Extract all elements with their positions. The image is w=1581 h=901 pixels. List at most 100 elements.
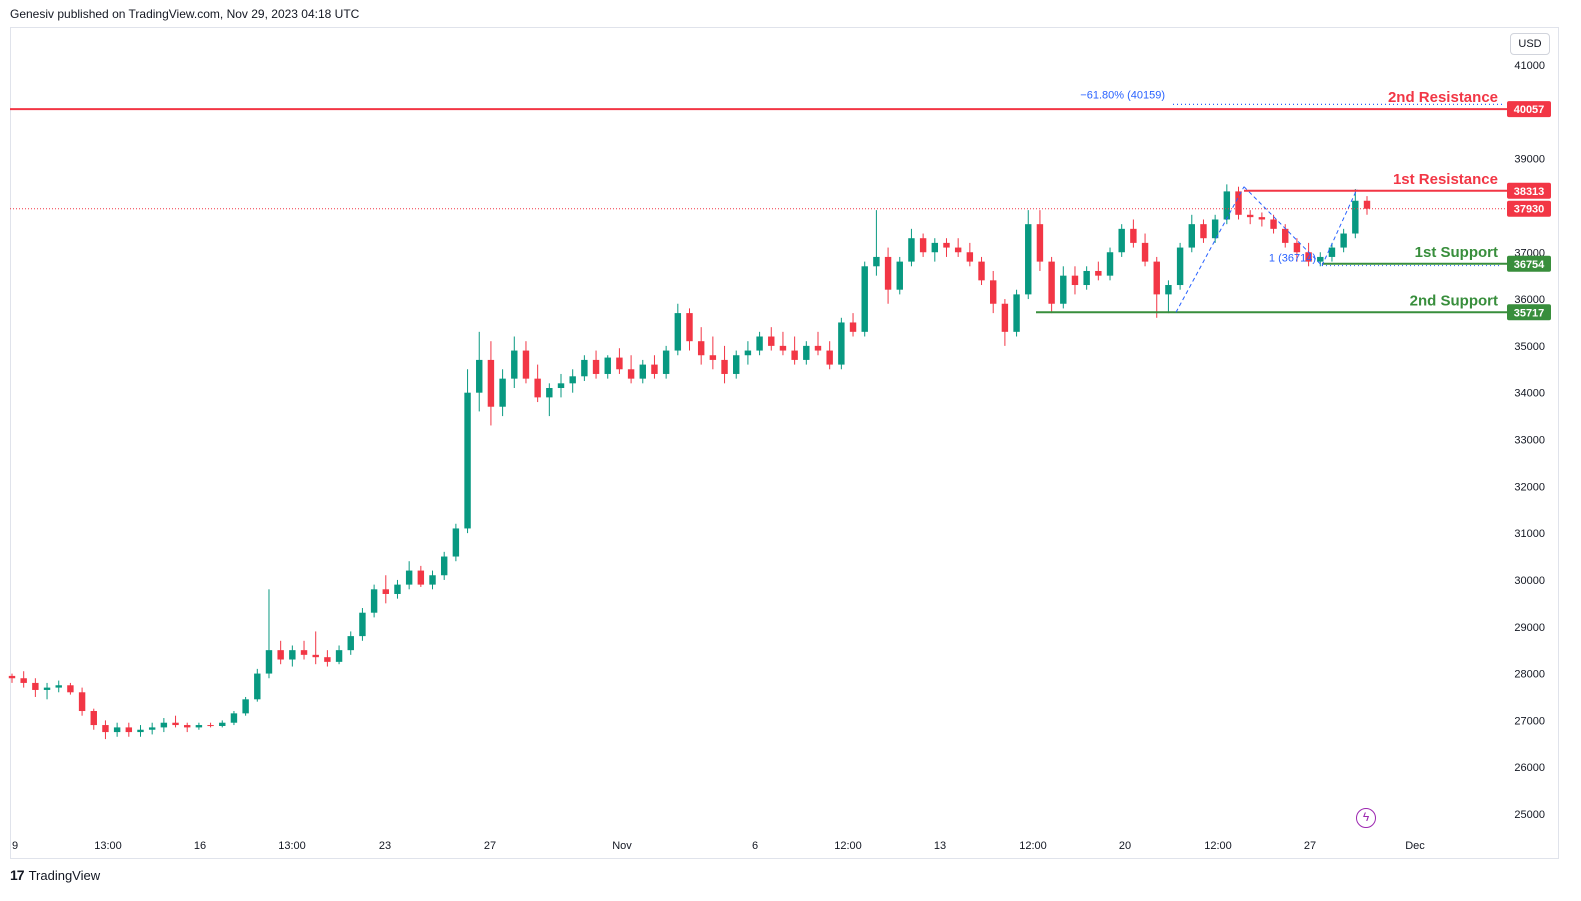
- candle-body: [160, 722, 168, 728]
- candle-body: [1258, 217, 1266, 220]
- y-tick-label: 35000: [1514, 341, 1545, 353]
- candle-body: [931, 242, 939, 253]
- x-tick-label: 9: [12, 840, 18, 852]
- level-label: 1st Support: [1415, 244, 1498, 261]
- candle-body: [978, 261, 985, 281]
- candle-body: [616, 357, 623, 370]
- candle-body: [499, 378, 506, 407]
- x-tick-label: 23: [379, 840, 391, 852]
- candle-body: [312, 654, 319, 658]
- x-tick-label: Dec: [1405, 840, 1425, 852]
- candle-body: [803, 345, 810, 360]
- candle-body: [452, 528, 460, 557]
- candle-body: [324, 657, 331, 662]
- currency-selector[interactable]: USD: [1510, 33, 1550, 55]
- price-tag-label: 38313: [1514, 186, 1545, 198]
- candle-body: [919, 238, 927, 253]
- y-tick-label: 39000: [1514, 154, 1545, 166]
- candle-body: [768, 336, 775, 346]
- brand-name: TradingView: [28, 867, 101, 883]
- candle-body: [300, 650, 308, 655]
- candle-body: [405, 570, 413, 585]
- candle-body: [1083, 270, 1090, 286]
- x-tick-label: 20: [1119, 840, 1131, 852]
- level-label: 2nd Resistance: [1388, 89, 1498, 106]
- candle-body: [207, 725, 214, 727]
- candle-body: [1013, 294, 1020, 332]
- candle-body: [662, 350, 670, 374]
- candle-body: [1293, 242, 1301, 253]
- candle-body: [394, 584, 401, 594]
- candle-body: [1176, 247, 1184, 286]
- x-tick-label: 13:00: [278, 840, 306, 852]
- candle-body: [1001, 303, 1009, 332]
- candle-body: [826, 350, 833, 365]
- candle-body: [32, 682, 39, 690]
- tradingview-logo-icon: 17: [10, 867, 25, 883]
- x-tick-label: 12:00: [1019, 840, 1047, 852]
- candle-body: [1095, 270, 1102, 276]
- candle-body: [1305, 252, 1312, 262]
- lightning-icon[interactable]: ϟ: [1356, 808, 1376, 828]
- candle-body: [1106, 252, 1114, 276]
- candle-body: [487, 359, 495, 407]
- y-tick-label: 31000: [1514, 528, 1545, 540]
- candle-body: [78, 692, 86, 712]
- candle-body: [43, 687, 51, 690]
- candle-body: [534, 378, 541, 398]
- candle-body: [896, 261, 903, 290]
- level-label: 1st Resistance: [1393, 171, 1498, 188]
- candle-body: [67, 685, 74, 693]
- y-tick-label: 29000: [1514, 622, 1545, 634]
- x-tick-label: 16: [194, 840, 206, 852]
- chart-frame: [10, 27, 1559, 859]
- candle-body: [954, 247, 962, 253]
- candle-body: [989, 280, 997, 304]
- candle-body: [1141, 242, 1149, 262]
- candle-body: [733, 355, 740, 374]
- fib-ext-label: −61.80% (40159): [1080, 89, 1165, 101]
- candle-body: [546, 388, 553, 398]
- candle-body: [1340, 233, 1347, 248]
- x-tick-label: Nov: [612, 840, 632, 852]
- candle-body: [849, 322, 857, 332]
- candle-body: [873, 256, 880, 267]
- price-tag: [1507, 255, 1551, 272]
- fib-leg: [1321, 188, 1358, 266]
- candle-body: [382, 589, 390, 594]
- candle-body: [966, 252, 974, 262]
- candle-body: [359, 612, 366, 637]
- candle-body: [20, 678, 27, 683]
- candle-body: [102, 725, 109, 733]
- candle-body: [1118, 228, 1125, 253]
- candle-body: [779, 345, 787, 351]
- candle-body: [1363, 200, 1371, 209]
- y-tick-label: 41000: [1514, 60, 1545, 72]
- candle-body: [289, 650, 296, 660]
- price-tag: [1507, 101, 1551, 118]
- candle-body: [172, 722, 179, 726]
- y-tick-label: 32000: [1514, 481, 1545, 493]
- candle-body: [55, 685, 62, 688]
- price-tag: [1507, 182, 1551, 199]
- candle-body: [1060, 275, 1067, 304]
- candle-body: [370, 589, 378, 613]
- candle-body: [721, 359, 728, 374]
- price-tag-label: 36754: [1514, 259, 1545, 271]
- candle-body: [8, 675, 16, 679]
- candle-body: [1036, 224, 1044, 262]
- candle-body: [464, 392, 471, 529]
- y-tick-label: 28000: [1514, 669, 1545, 681]
- candle-body: [686, 313, 693, 342]
- candle-body: [1130, 228, 1137, 243]
- candle-body: [230, 713, 238, 723]
- candle-body: [604, 357, 611, 374]
- candle-body: [1025, 224, 1032, 295]
- candle-body: [195, 725, 203, 728]
- candle-body: [1246, 214, 1254, 218]
- y-tick-label: 27000: [1514, 715, 1545, 727]
- candle-body: [838, 322, 845, 365]
- x-tick-label: 12:00: [1204, 840, 1232, 852]
- candle-body: [943, 242, 950, 248]
